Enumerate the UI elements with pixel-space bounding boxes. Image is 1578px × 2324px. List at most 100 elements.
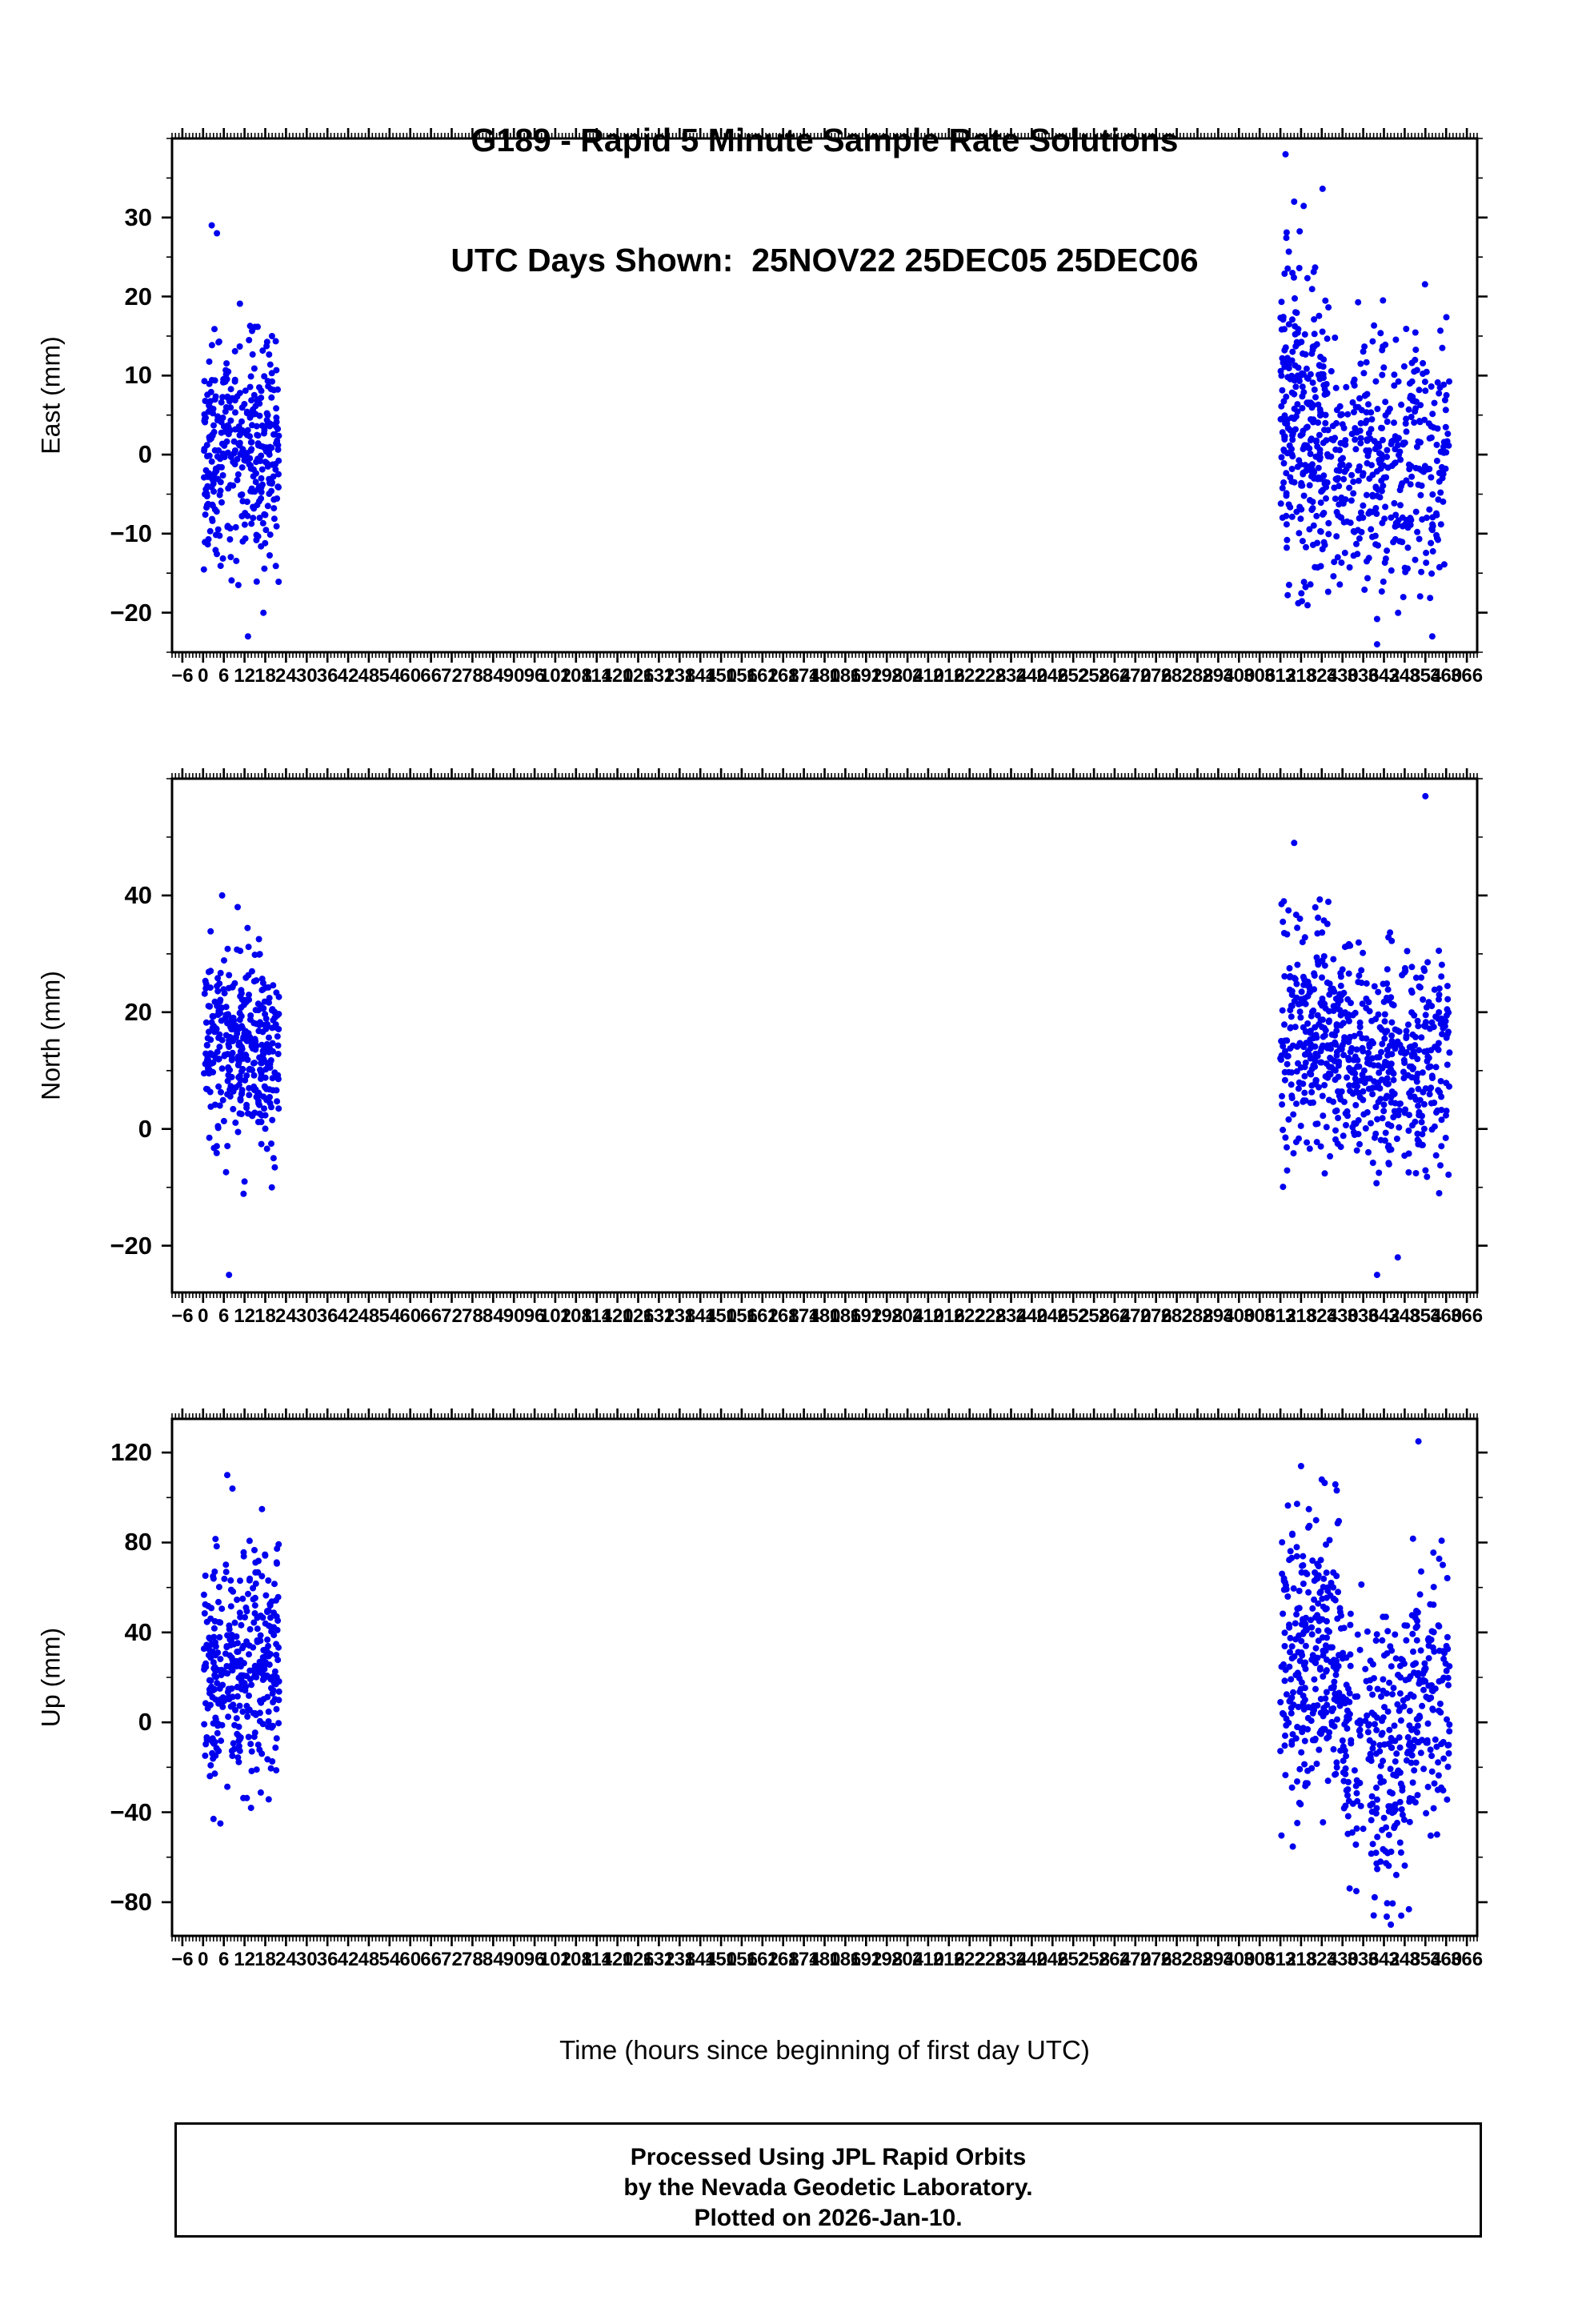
x-tick-label-up: 342: [1368, 1949, 1400, 1970]
x-tick-label-east: 246: [1036, 665, 1069, 687]
x-tick-label-up: 354: [1409, 1949, 1442, 1970]
y-tick-label-north: −20: [110, 1231, 152, 1260]
x-tick-label-east: 360: [1430, 665, 1463, 687]
x-tick-label-north: 342: [1368, 1305, 1400, 1327]
x-tick-label-up: 66: [420, 1949, 442, 1970]
x-tick-label-up: 246: [1036, 1949, 1069, 1970]
x-tick-label-north: 330: [1326, 1305, 1359, 1327]
x-tick-label-east: 138: [663, 665, 696, 687]
x-tick-label-up: 264: [1098, 1949, 1131, 1970]
x-tick-label-up: 330: [1326, 1949, 1359, 1970]
footer-line1: Processed Using JPL Rapid Orbits: [630, 2144, 1027, 2170]
x-tick-label-east: 366: [1451, 665, 1484, 687]
x-tick-label-north: 234: [995, 1305, 1027, 1327]
x-tick-label-north: 174: [787, 1305, 820, 1327]
x-tick-label-east: 54: [378, 665, 401, 687]
x-tick-label-north: 114: [581, 1305, 613, 1327]
x-tick-label-north: 90: [503, 1305, 525, 1327]
x-tick-label-up: 150: [705, 1949, 738, 1970]
x-tick-label-east: 336: [1347, 665, 1380, 687]
plot-frame: [170, 777, 1479, 1294]
chart-title-line2: UTC Days Shown: 25NOV22 25DEC05 25DEC06: [451, 242, 1199, 278]
x-tick-label-north: 222: [953, 1305, 986, 1327]
x-tick-label-east: 222: [953, 665, 986, 687]
x-tick-label-north: 18: [254, 1305, 276, 1327]
x-tick-label-east: 78: [462, 665, 483, 687]
x-tick-label-north: 60: [399, 1305, 422, 1327]
x-tick-label-east: 180: [808, 665, 841, 687]
x-tick-label-up: 18: [254, 1949, 276, 1970]
x-tick-label-east: 342: [1368, 665, 1400, 687]
x-tick-label-up: 282: [1160, 1949, 1193, 1970]
plot-area-east: [162, 128, 1488, 663]
x-tick-label-up: 186: [829, 1949, 862, 1970]
x-tick-label-east: 258: [1078, 665, 1111, 687]
x-tick-label-east: 228: [974, 665, 1007, 687]
x-tick-label-east: 96: [523, 665, 546, 687]
x-tick-label-east: 210: [911, 665, 944, 687]
x-tick-label-east: 294: [1202, 665, 1235, 687]
x-tick-label-north: 24: [275, 1305, 297, 1327]
y-tick-label-up: 120: [110, 1438, 152, 1467]
x-tick-label-up: 126: [622, 1949, 655, 1970]
footer-box: Processed Using JPL Rapid Orbits by the …: [174, 2122, 1482, 2238]
x-tick-label-up: 324: [1305, 1949, 1338, 1970]
x-tick-label-east: 60: [399, 665, 422, 687]
x-tick-label-north: 96: [523, 1305, 546, 1327]
x-tick-label-east: 6: [218, 665, 230, 687]
x-tick-label-north: 246: [1036, 1305, 1069, 1327]
x-tick-label-north: 6: [218, 1305, 230, 1327]
x-tick-label-north: 42: [337, 1305, 359, 1327]
x-tick-label-east: 306: [1244, 665, 1276, 687]
x-tick-label-east: 264: [1098, 665, 1131, 687]
x-tick-label-east: 348: [1388, 665, 1421, 687]
y-tick-label-east: 30: [124, 202, 152, 231]
x-tick-label-east: 132: [643, 665, 675, 687]
scatter-points-east: [200, 150, 1452, 648]
x-tick-label-up: 90: [503, 1949, 525, 1970]
x-tick-label-north: 354: [1409, 1305, 1442, 1327]
x-tick-label-north: 12: [234, 1305, 255, 1327]
x-tick-label-north: 270: [1119, 1305, 1151, 1327]
x-tick-label-east: 66: [420, 665, 442, 687]
x-tick-label-north: 102: [539, 1305, 571, 1327]
x-axis-title: Time (hours since beginning of first day…: [559, 2035, 1090, 2065]
x-tick-label-east: 354: [1409, 665, 1442, 687]
x-tick-label-up: 198: [871, 1949, 903, 1970]
scatter-points-up: [200, 1438, 1453, 1928]
x-tick-label-north: 162: [746, 1305, 779, 1327]
x-tick-label-up: 288: [1181, 1949, 1214, 1970]
x-tick-label-east: 198: [871, 665, 903, 687]
x-tick-label-east: 240: [1015, 665, 1048, 687]
x-tick-label-north: 54: [378, 1305, 401, 1327]
x-tick-label-north: 282: [1160, 1305, 1193, 1327]
x-tick-label-up: 36: [316, 1949, 338, 1970]
x-tick-label-up: 96: [523, 1949, 546, 1970]
x-tick-label-north: 318: [1284, 1305, 1317, 1327]
major-ticks: [162, 128, 1488, 663]
x-tick-label-north: 0: [198, 1305, 209, 1327]
x-tick-label-north: 228: [974, 1305, 1007, 1327]
x-tick-label-north: 186: [829, 1305, 862, 1327]
x-tick-label-east: 90: [503, 665, 525, 687]
x-tick-label-east: 288: [1181, 665, 1214, 687]
x-tick-label-up: 240: [1015, 1949, 1048, 1970]
scatter-points-north: [201, 792, 1453, 1279]
x-tick-label-up: 270: [1119, 1949, 1151, 1970]
x-tick-label-east: 84: [482, 665, 504, 687]
y-tick-label-up: 40: [124, 1617, 152, 1646]
plot-area-up: [162, 1408, 1488, 1946]
major-ticks: [162, 768, 1488, 1303]
x-tick-label-north: 156: [725, 1305, 758, 1327]
x-tick-label-north: 288: [1181, 1305, 1214, 1327]
x-tick-label-east: 174: [787, 665, 820, 687]
x-tick-label-east: 270: [1119, 665, 1151, 687]
x-tick-label-up: 180: [808, 1949, 841, 1970]
x-tick-label-up: 24: [275, 1949, 297, 1970]
x-tick-label-east: 30: [295, 665, 318, 687]
x-tick-label-north: 108: [559, 1305, 592, 1327]
x-tick-label-east: 186: [829, 665, 862, 687]
minor-ticks: [166, 773, 1483, 1298]
x-tick-label-up: 174: [787, 1949, 820, 1970]
footer-line2: by the Nevada Geodetic Laboratory.: [623, 2174, 1033, 2201]
